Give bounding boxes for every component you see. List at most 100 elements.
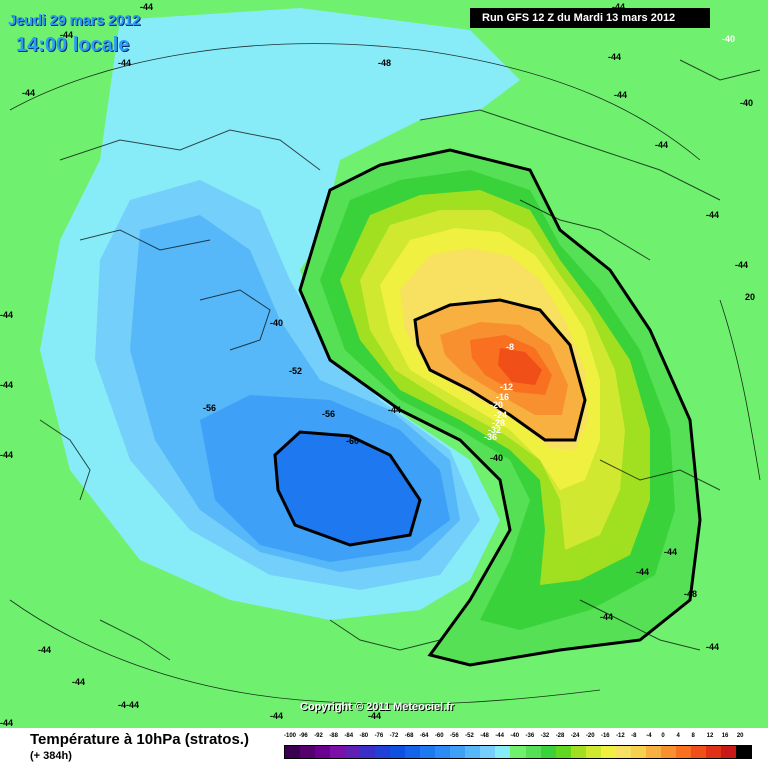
- contour-value-label: -12: [500, 382, 514, 392]
- legend-swatch: [405, 746, 421, 758]
- legend-tick: -84: [344, 733, 354, 739]
- legend-swatch: [735, 746, 751, 758]
- contour-value-label: -44: [118, 58, 132, 68]
- contour-value-label: -44: [368, 711, 382, 721]
- contour-value-label: -48: [378, 58, 392, 68]
- legend-tick: -24: [570, 733, 580, 739]
- contour-value-label: -44: [612, 2, 626, 12]
- legend-swatch: [555, 746, 571, 758]
- legend-tick: 12: [706, 733, 714, 739]
- legend-swatch: [525, 746, 541, 758]
- contour-value-label: -40: [490, 453, 504, 463]
- legend-swatch: [645, 746, 661, 758]
- contour-value-label: -16: [496, 392, 510, 402]
- legend-swatch: [375, 746, 391, 758]
- legend-bar: [284, 745, 752, 759]
- contour-value-label: -44: [388, 405, 402, 415]
- contour-value-label: -52: [289, 366, 303, 376]
- contour-value-label: -44: [140, 2, 154, 12]
- legend-tick: -96: [299, 733, 308, 739]
- legend-swatch: [315, 746, 331, 758]
- legend-tick: -48: [480, 733, 489, 739]
- contour-value-label: -44: [0, 310, 14, 320]
- contour-value-label: -44: [38, 645, 52, 655]
- legend-swatch: [285, 746, 301, 758]
- contour-value-label: -28: [492, 418, 506, 428]
- contour-value-label: -44: [60, 30, 74, 40]
- contour-value-label: -32: [488, 425, 502, 435]
- contour-value-label: -60: [346, 436, 360, 446]
- legend-tick: -44: [495, 733, 504, 739]
- legend-tick: -16: [600, 733, 610, 739]
- legend-ticks: -100 -96 -92 -88 -84 -80 -76 -72 -68 -64 -60 -56 -52…: [284, 733, 752, 745]
- contour-value-label: -44: [735, 260, 749, 270]
- coastlines: [39, 59, 761, 661]
- contour-value-label: -44: [0, 380, 14, 390]
- contour-value-label: -20: [490, 400, 504, 410]
- contour-value-label: -8: [506, 342, 515, 352]
- legend-tick: -88: [329, 733, 338, 739]
- forecast-time: 14:00 locale: [16, 34, 130, 56]
- contour-value-label: -36: [484, 432, 498, 442]
- legend-swatch: [465, 746, 481, 758]
- temperature-map: Jeudi 29 mars 2012 14:00 locale Run GFS …: [0, 0, 768, 728]
- legend-tick: -20: [585, 733, 595, 739]
- legend-tick: -60: [434, 733, 444, 739]
- legend-tick: 8: [691, 733, 695, 739]
- legend-swatch: [435, 746, 451, 758]
- contour-value-label: -44: [664, 547, 678, 557]
- legend-tick: -8: [631, 733, 637, 739]
- contour-value-label: -44: [600, 612, 614, 622]
- warm-core-4: [498, 348, 542, 385]
- legend-swatch: [630, 746, 646, 758]
- contour-value-label: -44: [636, 567, 650, 577]
- footer: Température à 10hPa (stratos.) (+ 384h) …: [0, 728, 768, 768]
- legend-tick: -92: [314, 733, 323, 739]
- contour-value-label: -44: [0, 718, 14, 728]
- contour-value-label: -40: [740, 98, 754, 108]
- legend-tick: -80: [359, 733, 369, 739]
- legend-tick: -52: [465, 733, 474, 739]
- forecast-range: (+ 384h): [30, 750, 72, 762]
- legend-tick: -40: [510, 733, 520, 739]
- legend-swatch: [330, 746, 346, 758]
- contour-value-label: -44: [270, 711, 284, 721]
- legend-swatch: [450, 746, 466, 758]
- legend-tick: -4: [646, 733, 652, 739]
- legend-swatch: [660, 746, 676, 758]
- legend-tick: -72: [389, 733, 399, 739]
- legend-swatch: [600, 746, 616, 758]
- cold-core-64: [273, 430, 422, 547]
- legend-tick: -12: [616, 733, 625, 739]
- legend-swatch: [345, 746, 361, 758]
- legend-swatch: [585, 746, 601, 758]
- contour-value-label: -44: [0, 450, 14, 460]
- contour-value-label: -44: [22, 88, 36, 98]
- legend-swatch: [675, 746, 691, 758]
- legend-tick: 4: [676, 733, 680, 739]
- legend-swatch: [540, 746, 556, 758]
- legend-tick: -36: [525, 733, 535, 739]
- contour-value-label: -56: [322, 409, 336, 419]
- contour-value-label: -24: [494, 410, 508, 420]
- map-title: Température à 10hPa (stratos.): [30, 731, 249, 748]
- contour-value-label: -48: [684, 589, 698, 599]
- legend-tick: 16: [721, 733, 729, 739]
- legend-tick: -100: [284, 733, 297, 739]
- legend-swatch: [390, 746, 406, 758]
- contour-value-label: -44: [608, 52, 622, 62]
- contour-value-label: -44: [706, 642, 720, 652]
- contour-value-label: -56: [203, 403, 217, 413]
- color-legend: -100 -96 -92 -88 -84 -80 -76 -72 -68 -64 -60 -56 -52…: [284, 733, 752, 765]
- legend-swatch: [360, 746, 376, 758]
- legend-tick: 20: [736, 733, 744, 739]
- legend-tick: -56: [450, 733, 459, 739]
- copyright-text: Copyright © 2011 Meteociel.fr: [300, 701, 455, 713]
- legend-swatch: [420, 746, 436, 758]
- legend-swatch: [510, 746, 526, 758]
- legend-swatch: [570, 746, 586, 758]
- contour-value-label: -40: [722, 34, 736, 44]
- legend-swatch: [495, 746, 511, 758]
- forecast-date: Jeudi 29 mars 2012: [8, 12, 141, 29]
- legend-tick: -76: [374, 733, 384, 739]
